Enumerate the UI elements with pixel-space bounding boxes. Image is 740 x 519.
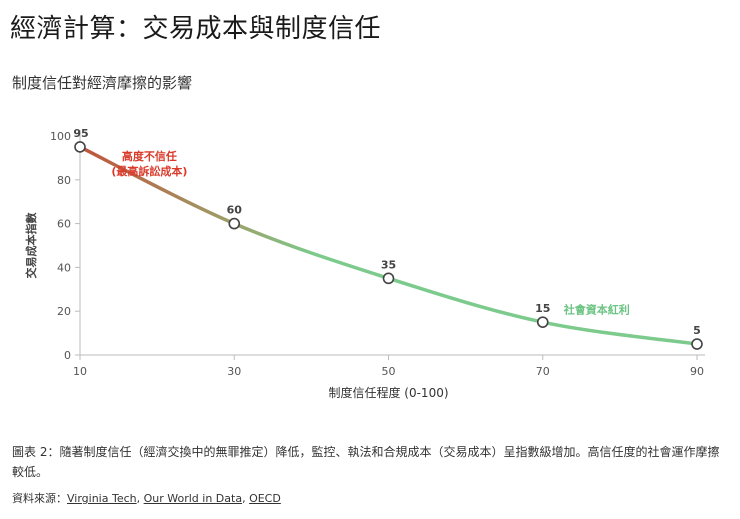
annotation-line: 高度不信任 — [122, 149, 177, 163]
data-point — [536, 316, 549, 328]
y-tick-label: 20 — [57, 305, 71, 318]
source-link-our-world-in-data[interactable]: Our World in Data — [143, 492, 243, 505]
y-tick-label: 60 — [57, 218, 71, 231]
source-link-oecd[interactable]: OECD — [249, 492, 281, 505]
figure-caption: 圖表 2：隨著制度信任（經濟交換中的無罪推定）降低，監控、執法和合規成本（交易成… — [12, 445, 720, 479]
source-line: 資料來源：Virginia Tech, Our World in Data, O… — [12, 490, 281, 506]
annotation-line: 社會資本紅利 — [563, 302, 630, 316]
y-tick-label: 100 — [50, 130, 71, 143]
y-tick-label: 0 — [64, 349, 71, 362]
x-tick-label: 30 — [227, 365, 241, 378]
data-label: 35 — [381, 258, 396, 271]
x-tick-label: 70 — [536, 365, 550, 378]
data-point — [691, 338, 703, 350]
page-title: 經濟計算：交易成本與制度信任 — [10, 14, 382, 44]
source-label: 資料來源： — [12, 492, 67, 505]
data-point — [382, 272, 395, 285]
y-axis-label: 交易成本指數 — [24, 213, 38, 279]
source-separator: , — [136, 492, 144, 505]
x-tick-label: 50 — [382, 365, 396, 378]
annotation-line: (最高訴訟成本) — [111, 164, 187, 178]
annotations: 高度不信任(最高訴訟成本) 社會資本紅利 — [111, 149, 629, 316]
x-axis-label: 制度信任程度 (0-100) — [328, 385, 448, 400]
line-chart: 0 20 40 60 80 100 10 30 50 70 90 制度信任程度 (0-100) 交易成本… — [24, 127, 705, 400]
x-tick-label: 90 — [690, 365, 704, 378]
data-label: 95 — [73, 127, 88, 140]
annotation-social-capital: 社會資本紅利 — [563, 302, 630, 316]
source-separator: , — [242, 492, 250, 505]
data-label: 5 — [693, 324, 701, 337]
axes: 0 20 40 60 80 100 10 30 50 70 90 制度信任程度 (0-100) 交易成本… — [24, 130, 705, 400]
data-point — [228, 217, 241, 230]
y-tick-label: 80 — [57, 174, 71, 187]
source-link-virginia-tech[interactable]: Virginia Tech — [67, 492, 137, 505]
y-tick-label: 40 — [57, 261, 71, 274]
data-point — [74, 141, 86, 153]
annotation-high-cost: 高度不信任(最高訴訟成本) — [111, 149, 187, 178]
chart-title: 制度信任對經濟摩擦的影響 — [12, 74, 193, 92]
data-label: 15 — [535, 302, 550, 315]
markers — [74, 141, 703, 350]
data-labels: 95 60 35 15 5 — [73, 127, 700, 337]
x-tick-label: 10 — [73, 365, 87, 378]
data-label: 60 — [227, 204, 243, 217]
